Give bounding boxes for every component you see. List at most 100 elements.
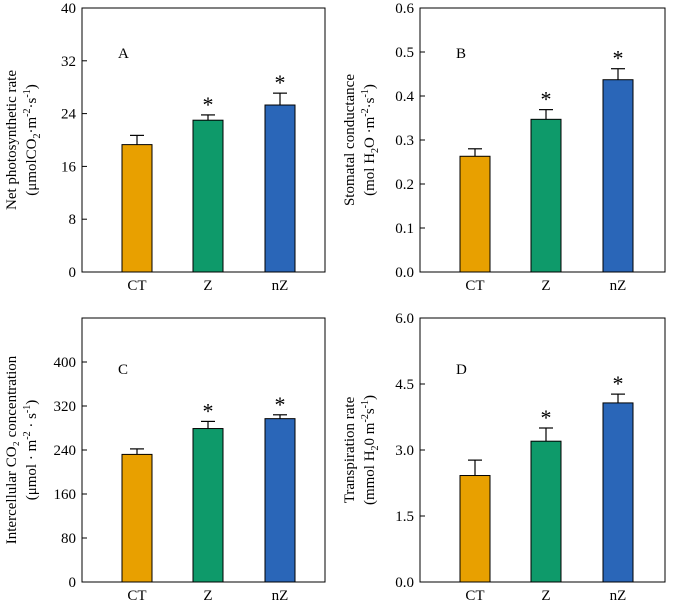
- bar-z: [530, 118, 562, 273]
- y-axis-unit-part: (mol H: [362, 153, 378, 196]
- x-tick-label-ct: CT: [465, 278, 484, 294]
- y-axis-unit-part: -2: [360, 414, 371, 422]
- y-axis-unit: (mmol H20 m-2s-1): [360, 395, 381, 505]
- y-tick-label: 32: [61, 54, 76, 70]
- y-axis-unit-part: -1: [360, 89, 371, 97]
- bar-ct: [121, 453, 153, 583]
- y-axis-unit-part: 2: [370, 148, 381, 153]
- x-tick-label-nz: nZ: [272, 278, 289, 294]
- x-tick-label-z: Z: [541, 588, 550, 604]
- x-tick-label-ct: CT: [127, 278, 146, 294]
- y-axis-unit-part: ): [24, 400, 40, 405]
- y-axis-unit-part: (μmolCO: [24, 138, 40, 195]
- y-axis-unit-part: -1: [360, 400, 371, 408]
- y-tick-label: 0.1: [395, 221, 414, 237]
- x-tick-label-ct: CT: [127, 588, 146, 604]
- y-tick-label: 0.4: [395, 89, 414, 105]
- y-axis-unit-part: O ·m: [362, 116, 378, 148]
- panel-a: 0 8 16 24 32 40 CT * Z * nZ A Net photosynthetic rat…: [4, 1, 326, 294]
- y-axis-unit-part: -2: [22, 108, 33, 116]
- bar-nz: [602, 402, 634, 583]
- x-tick-label-z: Z: [203, 588, 212, 604]
- y-axis-unit-part: ): [24, 84, 40, 89]
- y-axis-unit-part: (μmol · m: [24, 439, 40, 500]
- panel-label: C: [118, 362, 128, 378]
- bar-nz: [264, 104, 296, 273]
- significance-marker: *: [275, 392, 286, 417]
- bar-ct: [459, 475, 491, 583]
- y-axis-unit-part: · s: [24, 413, 40, 431]
- x-tick-label-nz: nZ: [610, 278, 627, 294]
- significance-marker: *: [541, 87, 552, 112]
- y-axis-unit: (μmol · m-2 · s-1): [22, 400, 40, 501]
- y-axis-unit-part: ): [362, 84, 378, 89]
- x-tick-label-nz: nZ: [272, 588, 289, 604]
- bar-ct: [121, 144, 153, 273]
- significance-marker: *: [275, 70, 286, 95]
- x-tick-label-nz: nZ: [610, 588, 627, 604]
- y-tick-label: 6.0: [395, 311, 414, 327]
- y-axis-unit-part: ·m: [24, 116, 40, 133]
- significance-marker: *: [203, 92, 214, 117]
- y-axis-unit-part: ·s: [24, 97, 40, 108]
- x-tick-label-ct: CT: [465, 588, 484, 604]
- y-axis-unit-part: -1: [22, 89, 33, 97]
- y-tick-label: 40: [61, 1, 76, 17]
- y-tick-label: 0: [69, 265, 77, 281]
- panel-label: D: [456, 362, 467, 378]
- bar-z: [192, 428, 224, 583]
- y-axis-unit-part: 0 m: [362, 422, 378, 445]
- y-axis-unit: (mol H2O ·m-2·s-1): [360, 84, 381, 196]
- y-axis-title: Stomatal conductance: [342, 74, 358, 206]
- y-axis-unit-part: -2: [360, 108, 371, 116]
- significance-marker: *: [541, 405, 552, 430]
- y-axis-unit-part: s: [362, 408, 378, 414]
- panel-b: 0.0 0.1 0.2 0.3 0.4 0.5 0.6 CT * Z * nZ B Stomatal co…: [342, 1, 666, 294]
- bar-nz: [602, 79, 634, 273]
- y-tick-label: 1.5: [395, 509, 414, 525]
- y-axis-unit-part: 2: [370, 445, 381, 450]
- significance-marker: *: [613, 371, 624, 396]
- x-tick-label-z: Z: [541, 278, 550, 294]
- y-tick-label: 160: [54, 487, 77, 503]
- y-tick-label: 320: [54, 399, 77, 415]
- y-tick-label: 400: [54, 355, 77, 371]
- panel-label: A: [118, 46, 129, 62]
- y-tick-label: 0.2: [395, 177, 414, 193]
- y-tick-label: 0.0: [395, 575, 414, 591]
- y-axis-unit-part: ): [362, 395, 378, 400]
- y-axis-title: Net photosynthetic rate: [4, 70, 20, 210]
- x-tick-label-z: Z: [203, 278, 212, 294]
- significance-marker: *: [203, 398, 214, 423]
- y-tick-label: 4.5: [395, 377, 414, 393]
- y-tick-label: 0.3: [395, 133, 414, 149]
- y-axis-unit-part: (mmol H: [362, 450, 378, 505]
- y-axis-unit-part: -1: [22, 405, 33, 413]
- y-tick-label: 16: [61, 159, 77, 175]
- y-axis-unit: (μmolCO2·m-2·s-1): [22, 84, 43, 195]
- bar-ct: [459, 155, 491, 273]
- y-tick-label: 0.0: [395, 265, 414, 281]
- y-tick-label: 8: [69, 212, 77, 228]
- y-tick-label: 0: [69, 575, 77, 591]
- panel-label: B: [456, 46, 466, 62]
- bar-z: [530, 440, 562, 583]
- y-axis-title: Transpiration rate: [342, 396, 358, 503]
- y-tick-label: 24: [61, 107, 77, 123]
- y-axis-title: Intercellular CO₂ concentration: [4, 355, 20, 544]
- y-axis-unit-part: ·s: [362, 97, 378, 108]
- panel-d: 0.0 1.5 3.0 4.5 6.0 CT * Z * nZ D Transpiration rat…: [342, 311, 666, 604]
- y-tick-label: 0.6: [395, 1, 414, 17]
- y-axis-unit-part: 2: [32, 133, 43, 138]
- y-tick-label: 80: [61, 531, 76, 547]
- panel-c: 0 80 160 240 320 400 CT * Z * nZ C Intercellular CO₂…: [4, 317, 326, 604]
- y-tick-label: 3.0: [395, 443, 414, 459]
- bar-nz: [264, 418, 296, 583]
- significance-marker: *: [613, 46, 624, 71]
- y-tick-label: 0.5: [395, 45, 414, 61]
- bar-z: [192, 119, 224, 273]
- y-tick-label: 240: [54, 443, 77, 459]
- y-axis-unit-part: -2: [22, 431, 33, 439]
